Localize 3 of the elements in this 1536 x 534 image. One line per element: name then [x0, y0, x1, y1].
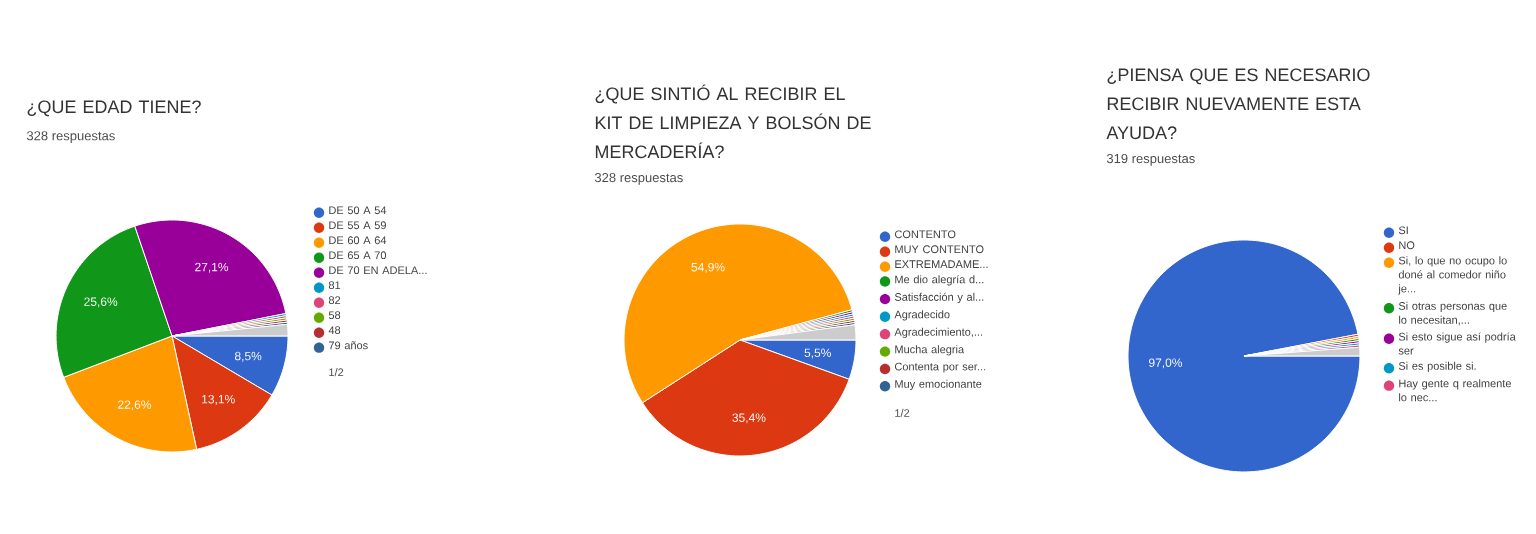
chart-title: ¿QUE EDAD TIENE? [27, 100, 201, 117]
chart-title: ¿QUE SINTIÓ AL RECIBIR EL KIT DE LIMPIEZA Y BOLSÓN DE MERCADERÍA? [595, 84, 871, 159]
chart-title: ¿PIENSA QUE ES NECESARIO RECIBIR NUEVAMENTE ESTA AYUDA? [1106, 68, 1370, 140]
